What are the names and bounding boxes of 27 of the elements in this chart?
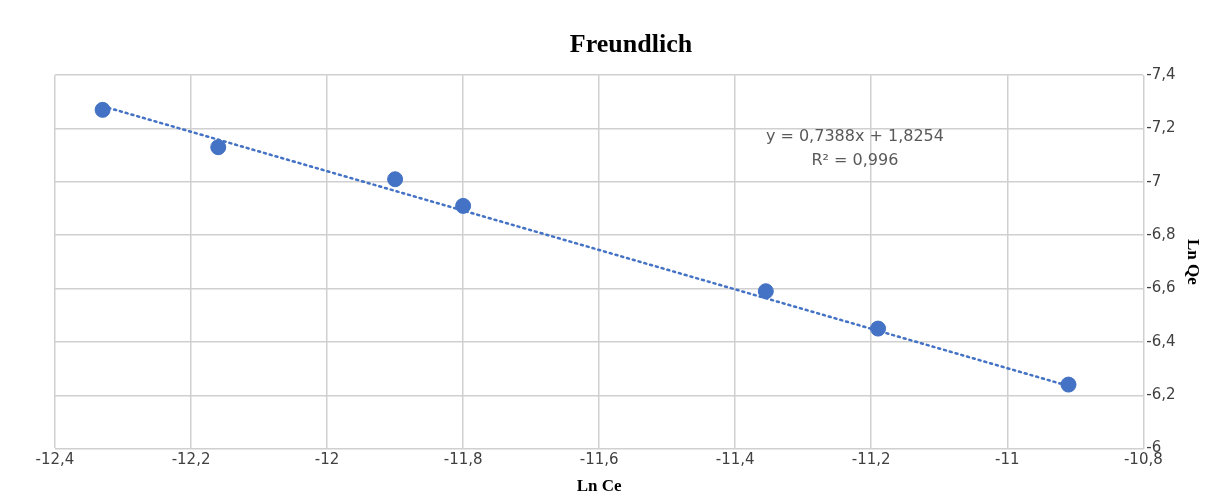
y-tick-label: -6,4 xyxy=(1146,331,1176,350)
y-axis-title: Ln Qe xyxy=(1184,238,1204,286)
y-tick-label: -6,8 xyxy=(1146,225,1176,244)
x-tick-label: -12 xyxy=(314,450,340,469)
point xyxy=(455,197,472,214)
x-tick-label: -12,4 xyxy=(35,450,75,469)
point xyxy=(387,171,404,188)
x-tick-label: -11,4 xyxy=(715,450,755,469)
point xyxy=(757,283,774,300)
annotation: R² = 0,996 xyxy=(811,150,899,170)
y-tick-label: -6,2 xyxy=(1146,385,1176,404)
x-tick-label: -11,2 xyxy=(851,450,891,469)
point xyxy=(94,101,111,118)
annotation: y = 0,7388x + 1,8254 xyxy=(765,126,944,146)
x-tick-label: -11,8 xyxy=(443,450,483,469)
point xyxy=(1060,376,1077,393)
x-tick-label: -11,6 xyxy=(579,450,619,469)
y-tick-label: -6,6 xyxy=(1146,278,1176,297)
point xyxy=(210,139,227,156)
y-tick-label: -7,2 xyxy=(1146,118,1176,137)
y-tick-label: -7 xyxy=(1146,171,1162,190)
point xyxy=(870,320,887,337)
y-tick-label: -7,4 xyxy=(1146,65,1176,84)
x-tick-label: -11 xyxy=(995,450,1020,469)
chart-title: Freundlich xyxy=(569,29,693,59)
x-axis-title: Ln Ce xyxy=(576,476,623,496)
x-tick-label: -12,2 xyxy=(171,450,211,469)
